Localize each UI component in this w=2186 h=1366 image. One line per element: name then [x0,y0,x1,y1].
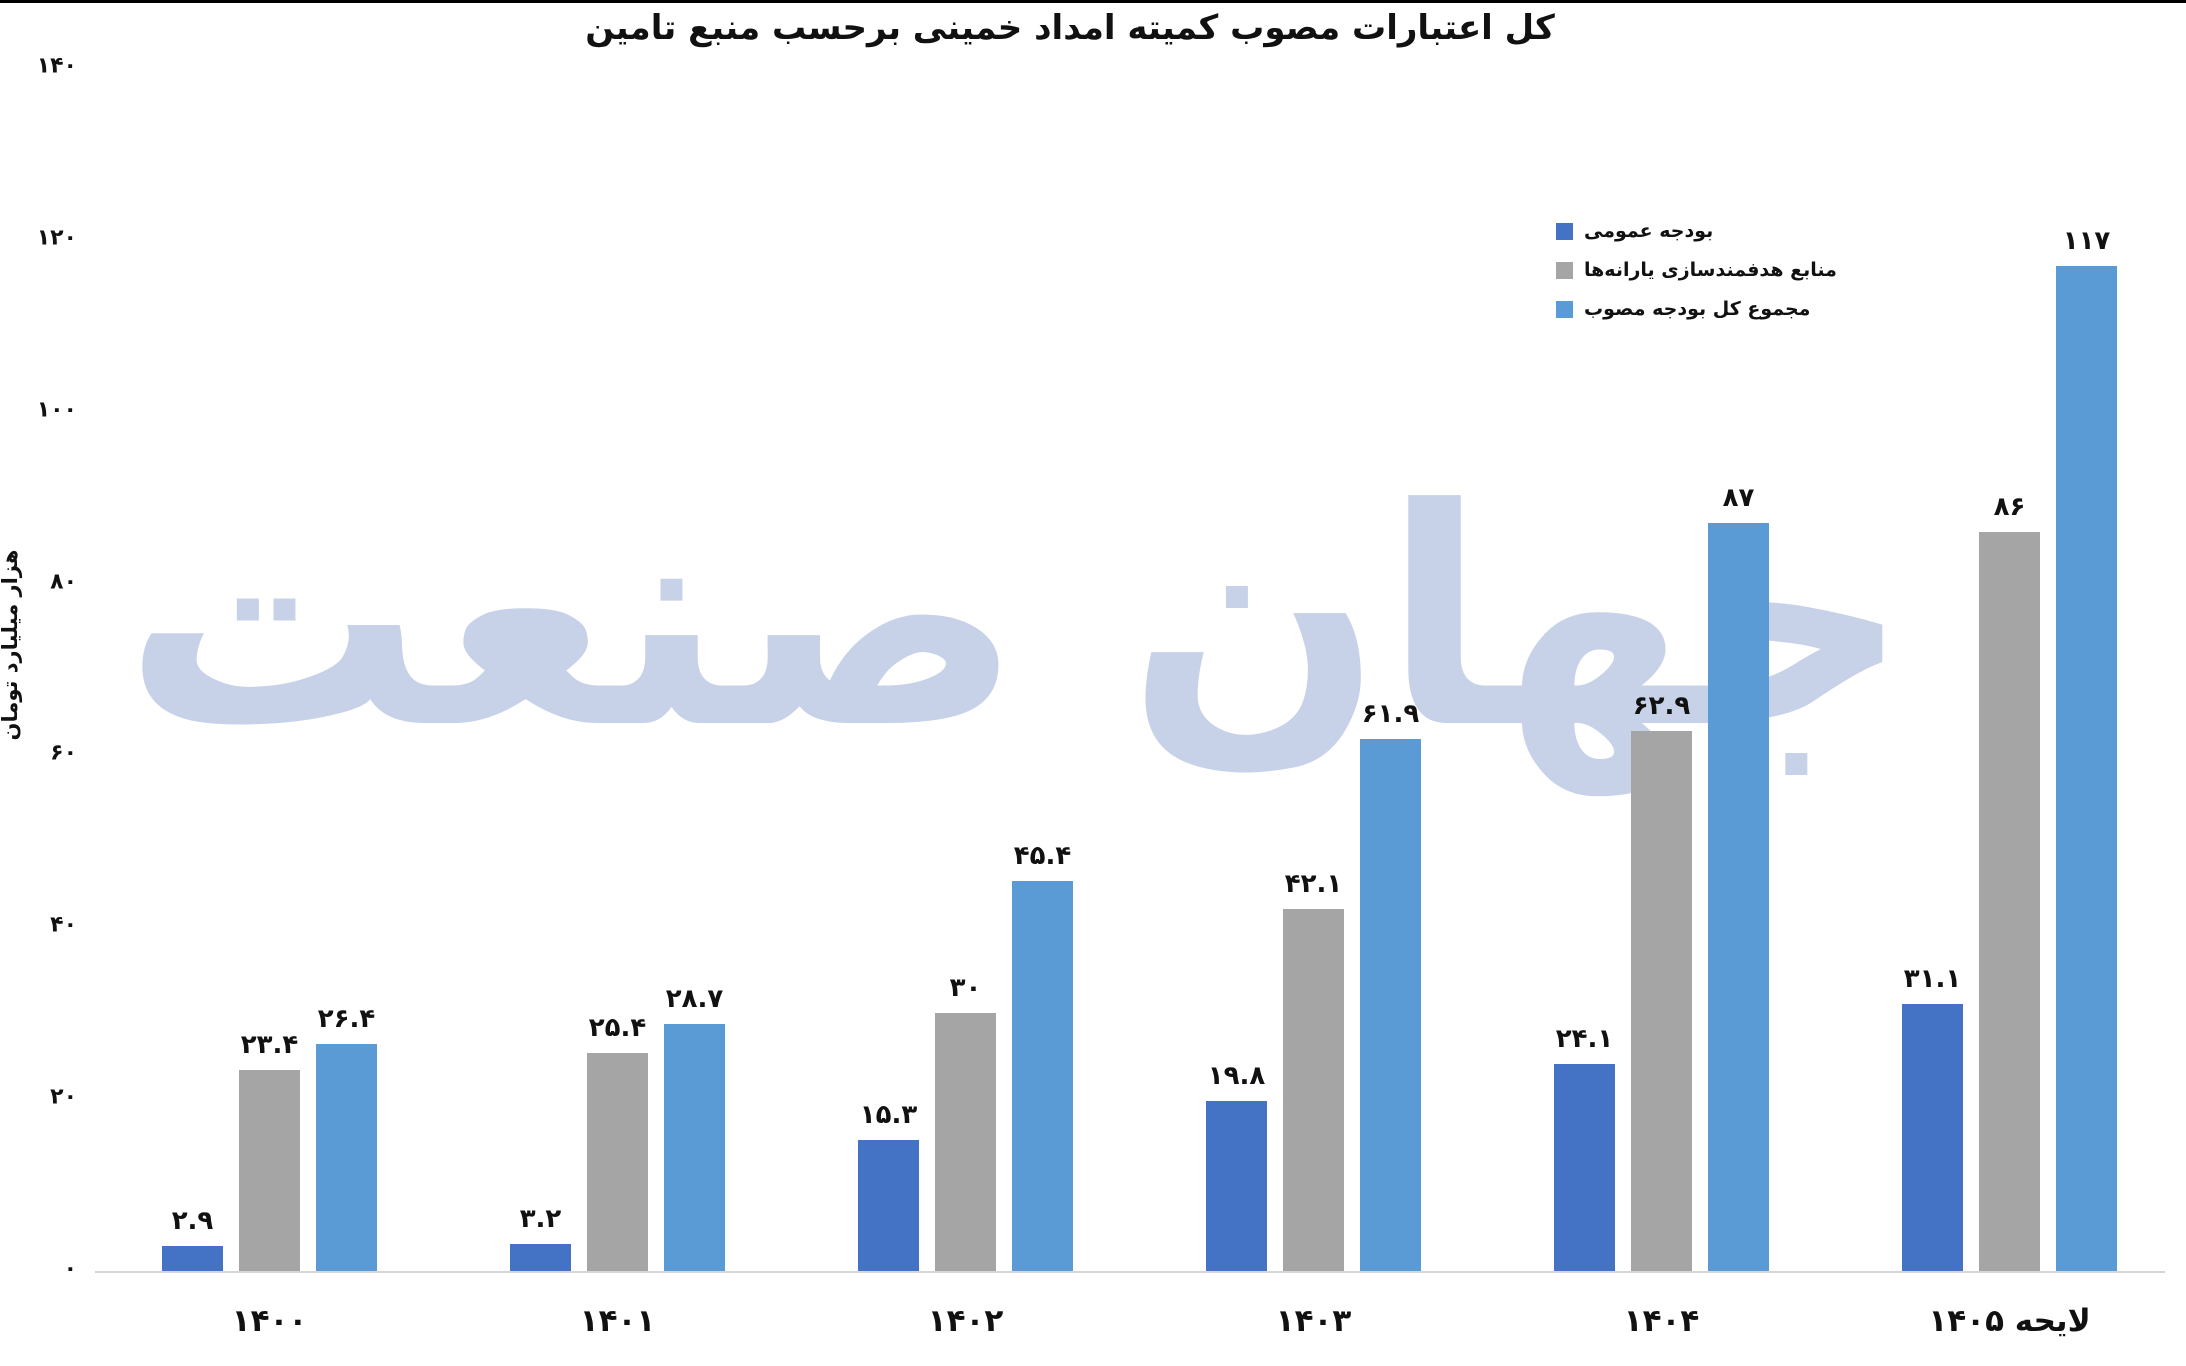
bar-value-label: ۲۴.۱ [1555,1024,1614,1054]
bar-value-label: ۲۶.۴ [317,1004,376,1034]
y-tick-label: ۸۰ [50,569,77,595]
bar [664,1024,725,1271]
bar [1206,1101,1267,1271]
bar-value-label: ۲۵.۴ [588,1013,647,1043]
y-tick-label: ۰ [63,1256,77,1282]
bar-group: ۳۱.۱ ۸۶ ۱۱۷ لایحه ۱۴۰۵ [1902,121,2117,1339]
x-category-label: ۱۴۰۰ [231,1303,308,1339]
x-category-label: ۱۴۰۲ [927,1303,1004,1339]
legend-label: منابع هدفمندسازی یارانه‌ها [1584,259,1837,281]
chart-legend: بودجه عمومی منابع هدفمندسازی یارانه‌ها مجم… [1556,220,1837,320]
bar [316,1044,377,1271]
legend-label: مجموع کل بودجه مصوب [1584,298,1811,320]
bar [1979,532,2040,1271]
legend-label: بودجه عمومی [1584,220,1714,242]
bar-value-label: ۱۵.۳ [859,1100,918,1130]
bar-cell: ۲۴.۱ [1554,1024,1615,1271]
y-tick-label: ۱۴۰ [36,53,77,79]
bar-value-label: ۱۹.۸ [1207,1061,1266,1091]
bar-cell: ۸۶ [1979,492,2040,1271]
bar-cell: ۴۲.۱ [1283,869,1344,1271]
bar-group: ۲۴.۱ ۶۲.۹ ۸۷ ۱۴۰۴ [1554,121,1769,1339]
bar-value-label: ۶۱.۹ [1361,699,1420,729]
legend-item: منابع هدفمندسازی یارانه‌ها [1556,259,1837,281]
newspaper-watermark: جهان صنعت [123,445,1910,794]
bar-cell: ۱۹.۸ [1206,1061,1267,1271]
bar-value-label: ۲.۹ [171,1206,214,1236]
y-tick-label: ۲۰ [50,1084,77,1110]
bar-cell: ۴۵.۴ [1012,841,1073,1271]
bar-value-label: ۶۲.۹ [1632,691,1691,721]
bar [162,1246,223,1271]
bar [239,1070,300,1271]
bar-cell: ۳.۲ [510,1204,571,1271]
bar-value-label: ۴۵.۴ [1013,841,1072,871]
bar-value-label: ۸۶ [1993,492,2026,522]
bar-value-label: ۲۳.۴ [240,1030,299,1060]
bar-cell: ۳۰ [935,973,996,1271]
bar-cell: ۲۵.۴ [587,1013,648,1271]
bar [1283,909,1344,1271]
x-category-label: ۱۴۰۱ [579,1303,656,1339]
bar-value-label: ۳۰ [949,973,982,1003]
bar-cell: ۶۲.۹ [1631,691,1692,1271]
bar-group: ۱۹.۸ ۴۲.۱ ۶۱.۹ ۱۴۰۳ [1206,121,1421,1339]
legend-swatch-icon [1556,300,1573,318]
bar-cell: ۱۱۷ [2056,226,2117,1271]
chart-title: کل اعتبارات مصوب کمیته امداد خمینی برحسب… [585,8,1555,48]
bar-cell: ۲۸.۷ [664,984,725,1271]
legend-swatch-icon [1556,222,1573,240]
bar [858,1140,919,1271]
x-category-label: لایحه ۱۴۰۵ [1928,1303,2091,1339]
bar-cell: ۳۱.۱ [1902,964,1963,1271]
bar-group: ۳.۲ ۲۵.۴ ۲۸.۷ ۱۴۰۱ [510,121,725,1339]
bar-cell: ۶۱.۹ [1360,699,1421,1271]
bar [1012,881,1073,1271]
bar [1631,731,1692,1271]
x-category-label: ۱۴۰۳ [1275,1303,1352,1339]
bar-value-label: ۸۷ [1722,483,1755,513]
bar [510,1244,571,1271]
x-axis-line [95,1271,2165,1273]
bar [935,1013,996,1271]
bar [1554,1064,1615,1271]
bar [2056,266,2117,1271]
y-tick-label: ۱۰۰ [36,397,77,423]
bar [587,1053,648,1271]
bar-cell: ۲۳.۴ [239,1030,300,1271]
bar-value-label: ۳۱.۱ [1903,964,1962,994]
y-tick-label: ۴۰ [50,912,77,938]
bar [1360,739,1421,1271]
bar-cell: ۱۵.۳ [858,1100,919,1271]
legend-swatch-icon [1556,261,1573,279]
window-top-border [0,0,2186,3]
bar-value-label: ۱۱۷ [2062,226,2111,256]
bar-cell: ۸۷ [1708,483,1769,1271]
bar-group: ۱۵.۳ ۳۰ ۴۵.۴ ۱۴۰۲ [858,121,1073,1339]
y-tick-label: ۶۰ [50,740,77,766]
bar-group: ۲.۹ ۲۳.۴ ۲۶.۴ ۱۴۰۰ [162,121,377,1339]
bar-cell: ۲۶.۴ [316,1004,377,1271]
bar-value-label: ۴۲.۱ [1284,869,1343,899]
x-category-label: ۱۴۰۴ [1623,1303,1700,1339]
bar-value-label: ۲۸.۷ [665,984,724,1014]
bar-cell: ۲.۹ [162,1206,223,1271]
bar [1708,523,1769,1271]
bar-value-label: ۳.۲ [519,1204,562,1234]
bar [1902,1004,1963,1271]
y-axis-title: هزار میلیارد تومان [0,549,22,741]
y-tick-label: ۱۲۰ [36,225,77,251]
legend-item: بودجه عمومی [1556,220,1837,242]
legend-item: مجموع کل بودجه مصوب [1556,298,1837,320]
